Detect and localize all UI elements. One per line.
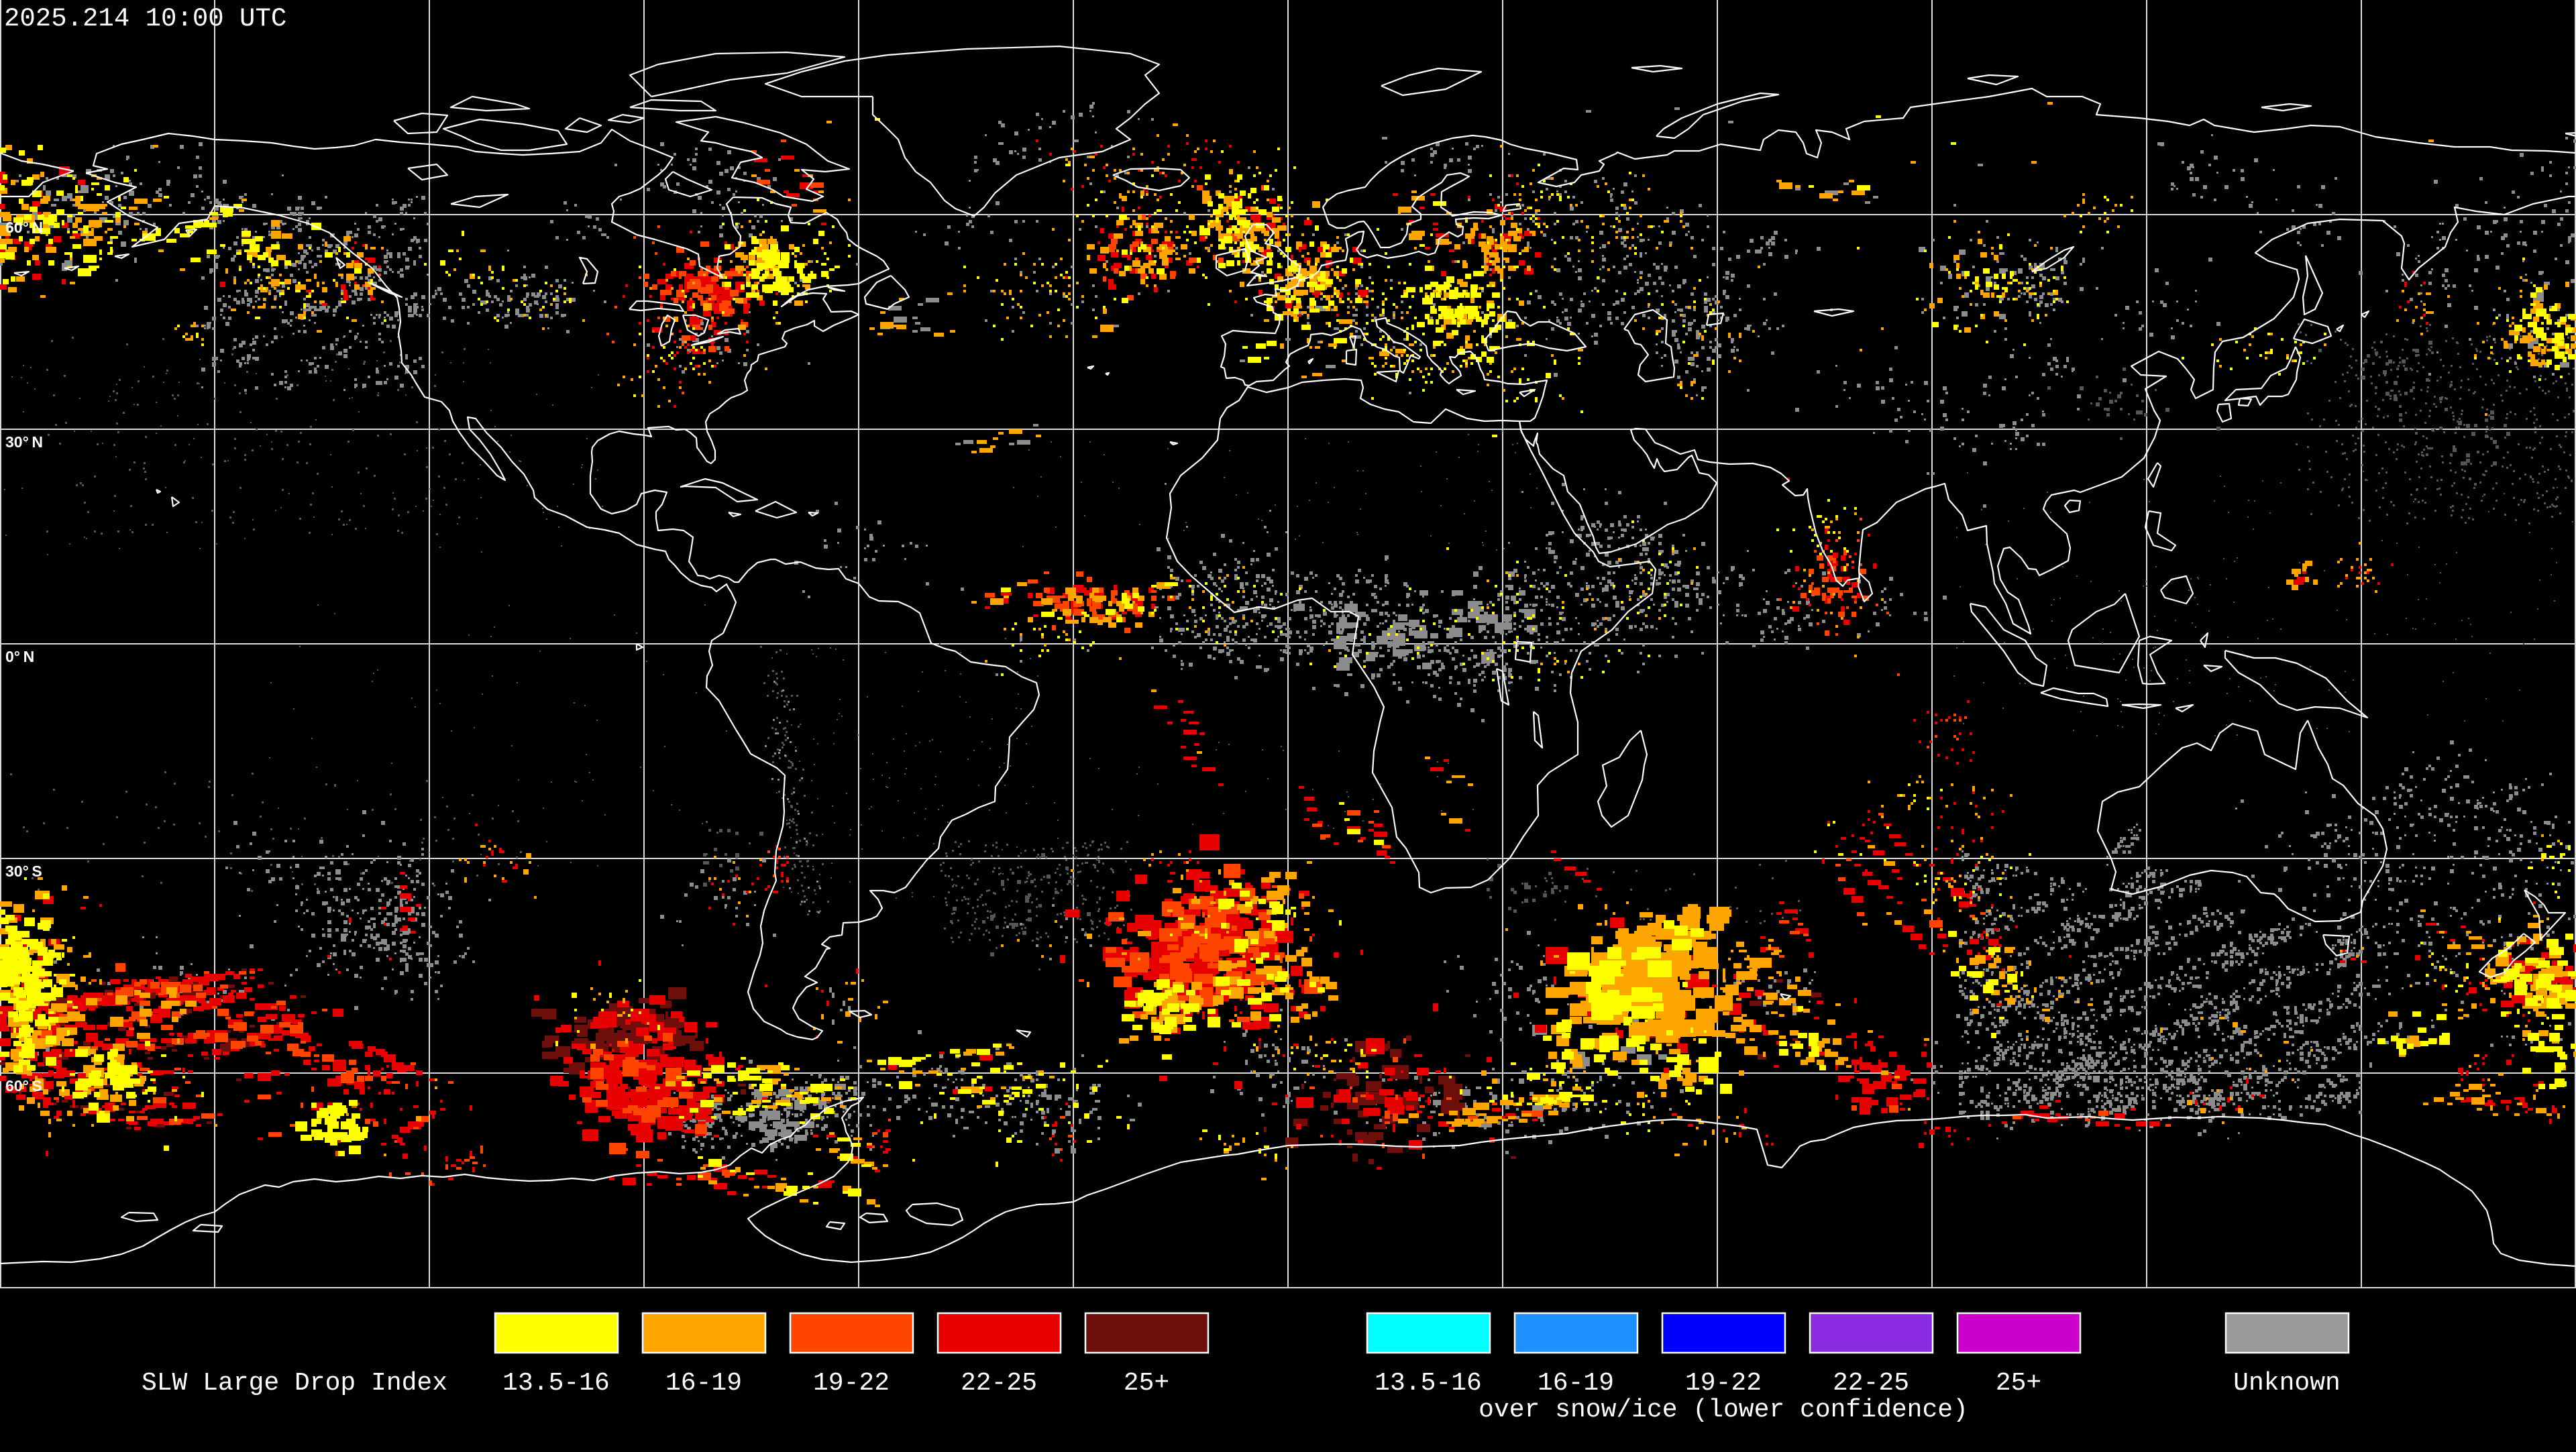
svg-text:2025.214 10:00 UTC: 2025.214 10:00 UTC	[4, 4, 286, 34]
svg-text:19-22: 19-22	[813, 1369, 890, 1398]
svg-text:16-19: 16-19	[1538, 1369, 1614, 1398]
svg-text:22-25: 22-25	[1833, 1369, 1909, 1398]
svg-text:13.5-16: 13.5-16	[502, 1369, 610, 1398]
svg-text:SLW Large Drop Index: SLW Large Drop Index	[142, 1369, 447, 1398]
svg-text:30° N: 30° N	[5, 433, 43, 451]
svg-text:60° N: 60° N	[5, 219, 43, 236]
svg-text:Unknown: Unknown	[2233, 1369, 2341, 1398]
svg-text:22-25: 22-25	[961, 1369, 1037, 1398]
svg-text:13.5-16: 13.5-16	[1375, 1369, 1482, 1398]
svg-text:0° N: 0° N	[5, 648, 34, 665]
svg-text:30° S: 30° S	[5, 862, 42, 880]
svg-text:19-22: 19-22	[1685, 1369, 1762, 1398]
svg-text:over snow/ice (lower confidenc: over snow/ice (lower confidence)	[1479, 1396, 1968, 1425]
svg-text:16-19: 16-19	[665, 1369, 742, 1398]
svg-text:25+: 25+	[1996, 1369, 2041, 1398]
svg-text:60° S: 60° S	[5, 1077, 42, 1095]
svg-text:25+: 25+	[1124, 1369, 1169, 1398]
